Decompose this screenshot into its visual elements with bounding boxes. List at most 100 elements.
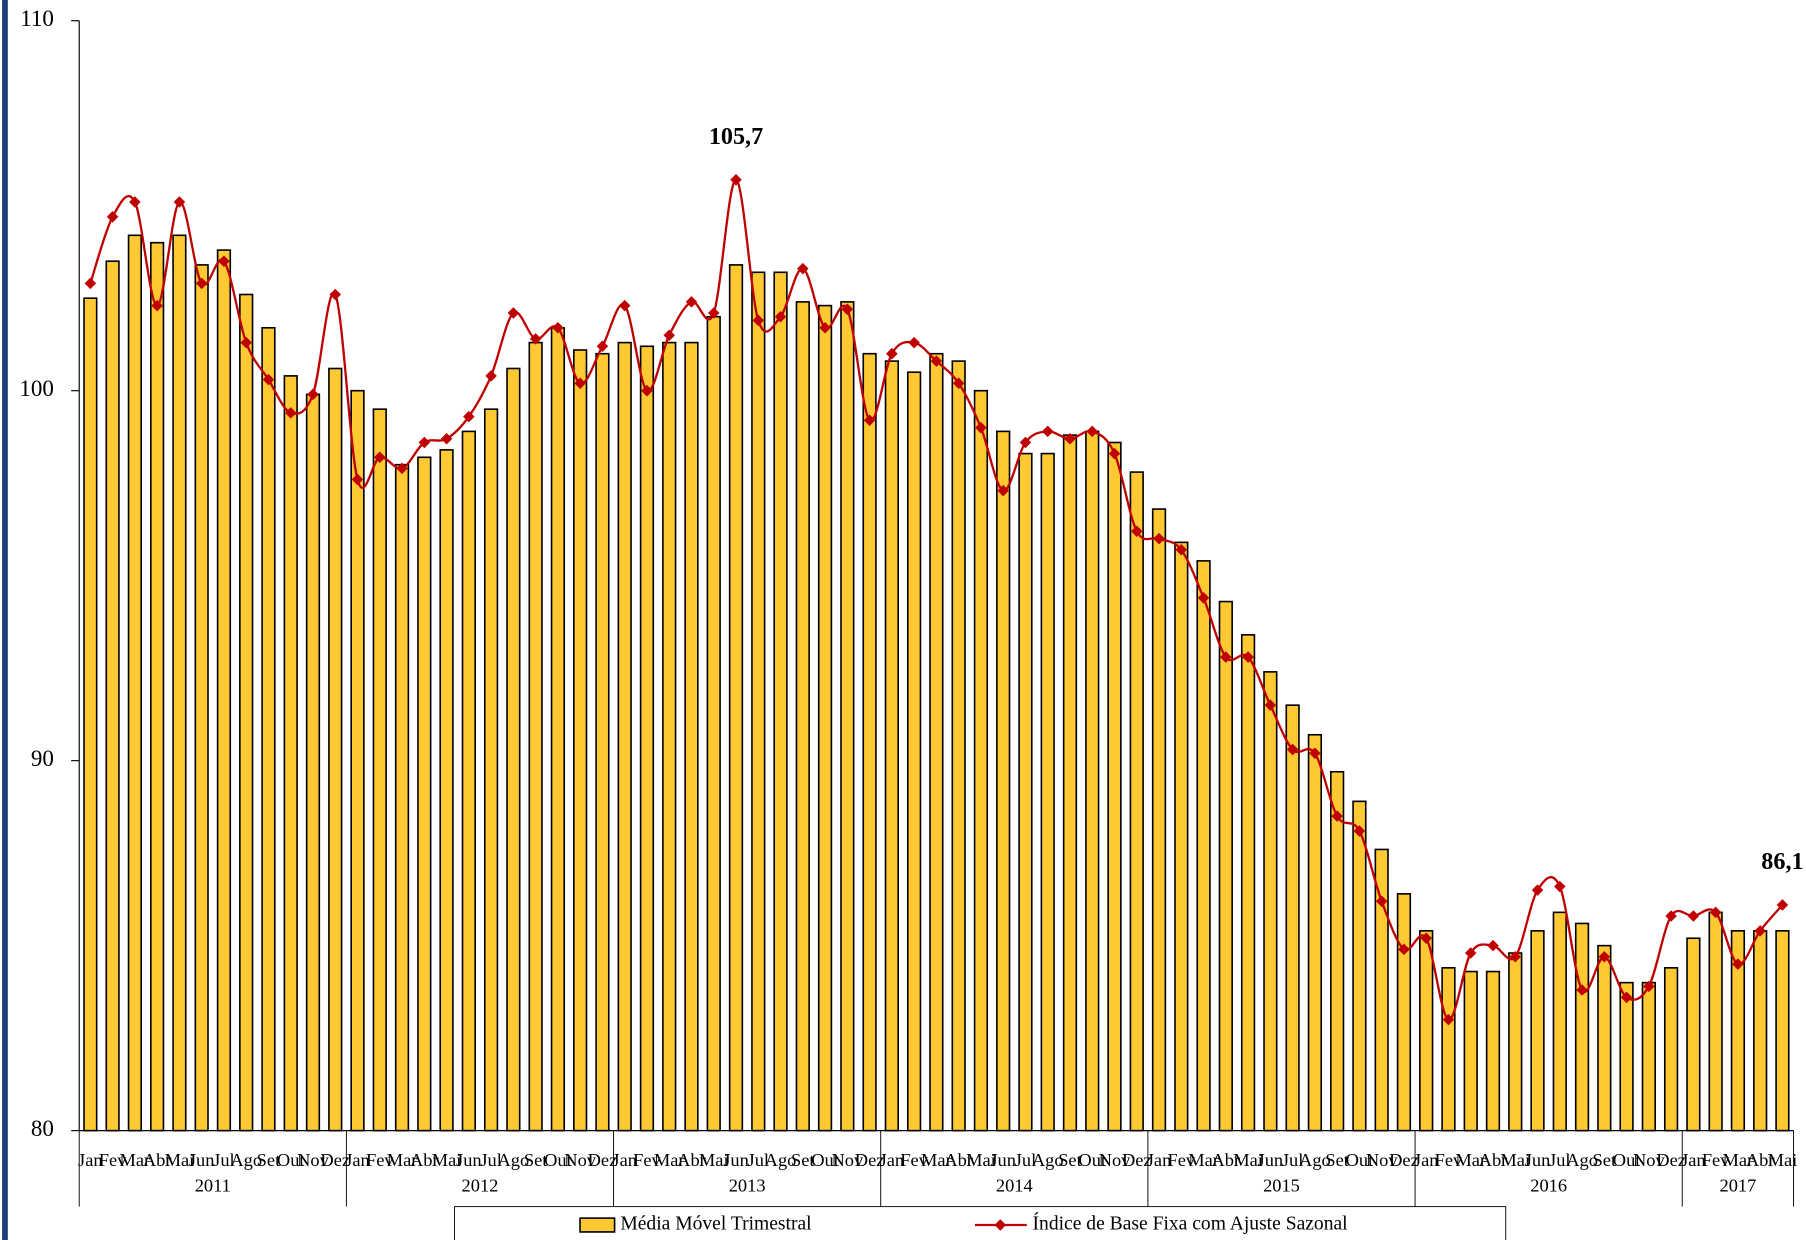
line-marker	[908, 336, 920, 349]
line-marker	[774, 310, 787, 323]
data-label: 86,1	[1761, 848, 1803, 875]
bar	[283, 375, 298, 1132]
bar	[1285, 704, 1300, 1132]
x-tick-label: Ago	[1566, 1150, 1598, 1170]
bar	[1775, 930, 1790, 1132]
legend-swatch	[579, 1217, 616, 1233]
bar	[1129, 471, 1144, 1132]
bar	[483, 408, 499, 1132]
line-marker	[1732, 958, 1744, 970]
bar	[105, 260, 120, 1132]
line-marker	[1375, 895, 1388, 907]
year-label: 2016	[1530, 1175, 1567, 1195]
bar	[951, 360, 966, 1132]
x-tick-label: Set	[1593, 1150, 1617, 1170]
line-marker	[1242, 651, 1254, 663]
bar	[1151, 508, 1167, 1132]
line-marker	[1197, 592, 1210, 604]
bar	[439, 449, 454, 1132]
x-tick-label: Ago	[1299, 1150, 1331, 1170]
bar	[706, 315, 721, 1132]
x-tick-label: Abr	[1212, 1150, 1241, 1170]
x-tick-label: Set	[1325, 1150, 1349, 1170]
bar	[817, 304, 833, 1132]
x-tick-label: Abr	[1746, 1150, 1775, 1170]
x-tick-label: Dez	[1389, 1150, 1419, 1170]
line-marker	[1420, 932, 1432, 944]
bar	[862, 352, 877, 1132]
x-tick-label: Fev	[99, 1150, 127, 1170]
year-label: 2014	[996, 1175, 1033, 1195]
x-tick-label: Jun	[1258, 1150, 1284, 1170]
y-tick-label: 100	[19, 375, 54, 401]
line-marker	[1064, 433, 1076, 445]
bar	[1597, 944, 1612, 1132]
bar	[1352, 800, 1367, 1132]
data-label: 105,7	[709, 123, 763, 150]
bar	[1663, 967, 1679, 1132]
bar	[1396, 893, 1412, 1132]
x-tick-label: Set	[257, 1150, 281, 1170]
line-marker	[1598, 950, 1611, 963]
x-tick-label: Ago	[1032, 1150, 1064, 1170]
x-tick-label: Set	[791, 1150, 815, 1170]
x-tick-label: Jun	[990, 1150, 1016, 1170]
bar	[996, 430, 1011, 1132]
line-marker	[685, 296, 698, 308]
year-label: 2013	[729, 1175, 766, 1195]
x-tick-label: Nov	[1366, 1150, 1398, 1170]
line-marker	[1353, 825, 1366, 837]
bar	[1463, 970, 1478, 1132]
x-tick-label: Jul	[480, 1150, 501, 1170]
bar	[528, 341, 543, 1132]
bar	[1307, 733, 1323, 1132]
x-tick-label: Jul	[1549, 1150, 1570, 1170]
bar	[884, 360, 899, 1132]
x-tick-label: Fev	[366, 1150, 394, 1170]
bar	[639, 345, 655, 1132]
x-tick-label: Jan	[1681, 1150, 1706, 1170]
bar	[239, 293, 254, 1132]
x-tick-label: Ago	[230, 1150, 262, 1170]
bar	[194, 264, 209, 1132]
x-tick-label: Out	[1346, 1150, 1374, 1170]
bar	[684, 341, 699, 1132]
x-tick-label: Mai	[1233, 1150, 1263, 1170]
legend-label: Média Móvel Trimestral	[620, 1214, 812, 1235]
x-tick-label: Abr	[944, 1150, 973, 1170]
x-tick-label: Nov	[1633, 1150, 1665, 1170]
x-tick-label: Fev	[1702, 1150, 1730, 1170]
line-marker	[307, 388, 319, 401]
x-tick-label: Jan	[1414, 1150, 1439, 1170]
line-marker	[1554, 880, 1566, 893]
bar	[662, 341, 677, 1132]
x-tick-label: Nov	[297, 1150, 329, 1170]
bar	[261, 326, 276, 1132]
x-tick-label: Jul	[1282, 1150, 1303, 1170]
bar	[1263, 671, 1278, 1132]
line-marker	[730, 174, 742, 186]
bar	[1419, 930, 1434, 1132]
x-tick-label: Jan	[345, 1150, 370, 1170]
bar	[328, 367, 343, 1132]
x-tick-label: Fev	[633, 1150, 661, 1170]
bar	[773, 271, 788, 1132]
x-tick-label: Fev	[1435, 1150, 1463, 1170]
line-marker	[418, 436, 431, 449]
line-marker	[1531, 884, 1544, 896]
bar	[372, 408, 387, 1132]
line-marker	[1286, 743, 1299, 756]
x-tick-label: Dez	[588, 1150, 618, 1170]
line-marker	[819, 322, 831, 334]
left-strip	[2, 0, 8, 1240]
x-tick-label: Mar	[387, 1150, 418, 1170]
year-label: 2012	[462, 1175, 499, 1195]
bar	[461, 430, 476, 1132]
line-marker	[240, 336, 252, 349]
bar	[216, 249, 232, 1132]
line-marker	[1220, 651, 1232, 663]
bar	[305, 393, 321, 1132]
x-tick-label: Abr	[677, 1150, 706, 1170]
bar	[1374, 848, 1389, 1132]
